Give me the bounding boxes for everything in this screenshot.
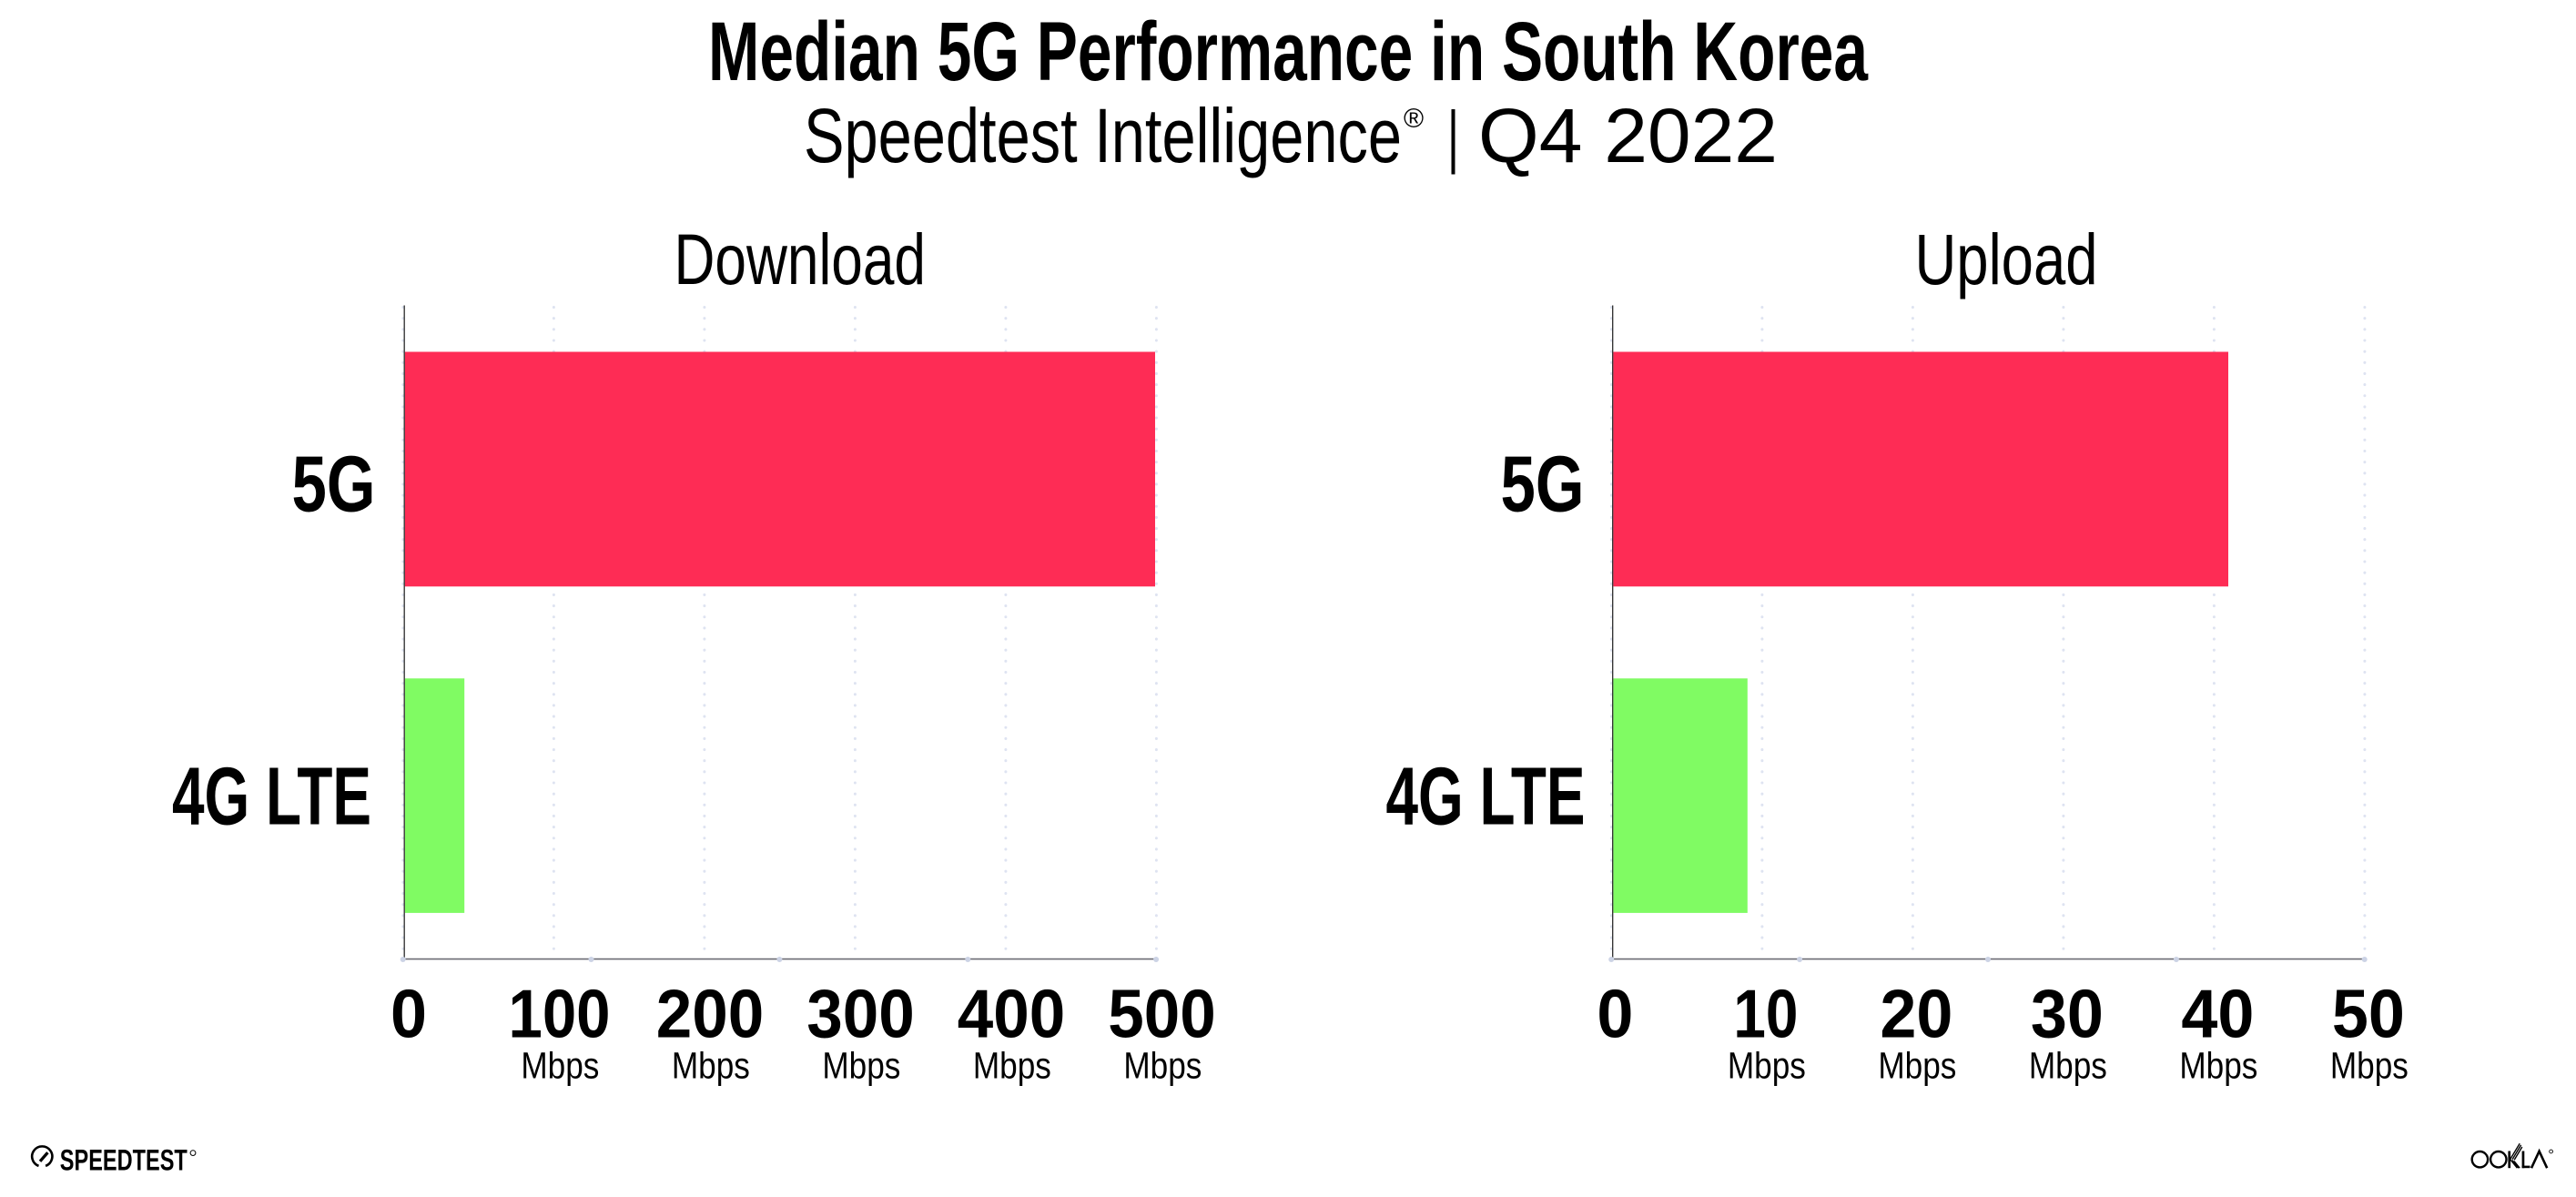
svg-text:100: 100	[509, 976, 611, 1052]
svg-text:Mbps: Mbps	[2179, 1045, 2257, 1087]
svg-text:Median 5G Performance in South: Median 5G Performance in South Korea	[708, 5, 1869, 98]
svg-text:Upload: Upload	[1915, 219, 2098, 299]
svg-text:400: 400	[958, 976, 1066, 1052]
svg-text:Mbps: Mbps	[2330, 1045, 2409, 1087]
svg-text:10: 10	[1733, 976, 1798, 1052]
svg-text:Mbps: Mbps	[1123, 1045, 1202, 1087]
svg-text:Mbps: Mbps	[1878, 1045, 1956, 1087]
svg-text:0: 0	[390, 976, 427, 1052]
svg-text:Mbps: Mbps	[521, 1045, 599, 1087]
svg-text:50: 50	[2332, 976, 2405, 1052]
svg-text:0: 0	[1597, 976, 1633, 1052]
svg-text:Q4 2022: Q4 2022	[1478, 93, 1778, 178]
svg-text:Mbps: Mbps	[1728, 1045, 1806, 1087]
svg-text:Mbps: Mbps	[672, 1045, 750, 1087]
svg-text:Speedtest Intelligence: Speedtest Intelligence	[804, 93, 1402, 178]
svg-text:®: ®	[1404, 104, 1424, 134]
svg-text:20: 20	[1880, 976, 1952, 1052]
svg-text:Mbps: Mbps	[822, 1045, 900, 1087]
svg-text:5G: 5G	[1501, 441, 1585, 529]
svg-text:200: 200	[656, 976, 765, 1052]
svg-text:30: 30	[2031, 976, 2104, 1052]
svg-text:Mbps: Mbps	[973, 1045, 1051, 1087]
svg-text:Mbps: Mbps	[2029, 1045, 2107, 1087]
svg-text:SPEEDTEST: SPEEDTEST	[60, 1144, 188, 1177]
svg-text:500: 500	[1108, 976, 1216, 1052]
svg-text:4G LTE: 4G LTE	[172, 752, 371, 843]
svg-text:Download: Download	[674, 219, 927, 299]
svg-text:5G: 5G	[292, 441, 376, 529]
svg-text:4G LTE: 4G LTE	[1386, 752, 1586, 843]
svg-text:300: 300	[806, 976, 915, 1052]
svg-text:40: 40	[2181, 976, 2254, 1052]
